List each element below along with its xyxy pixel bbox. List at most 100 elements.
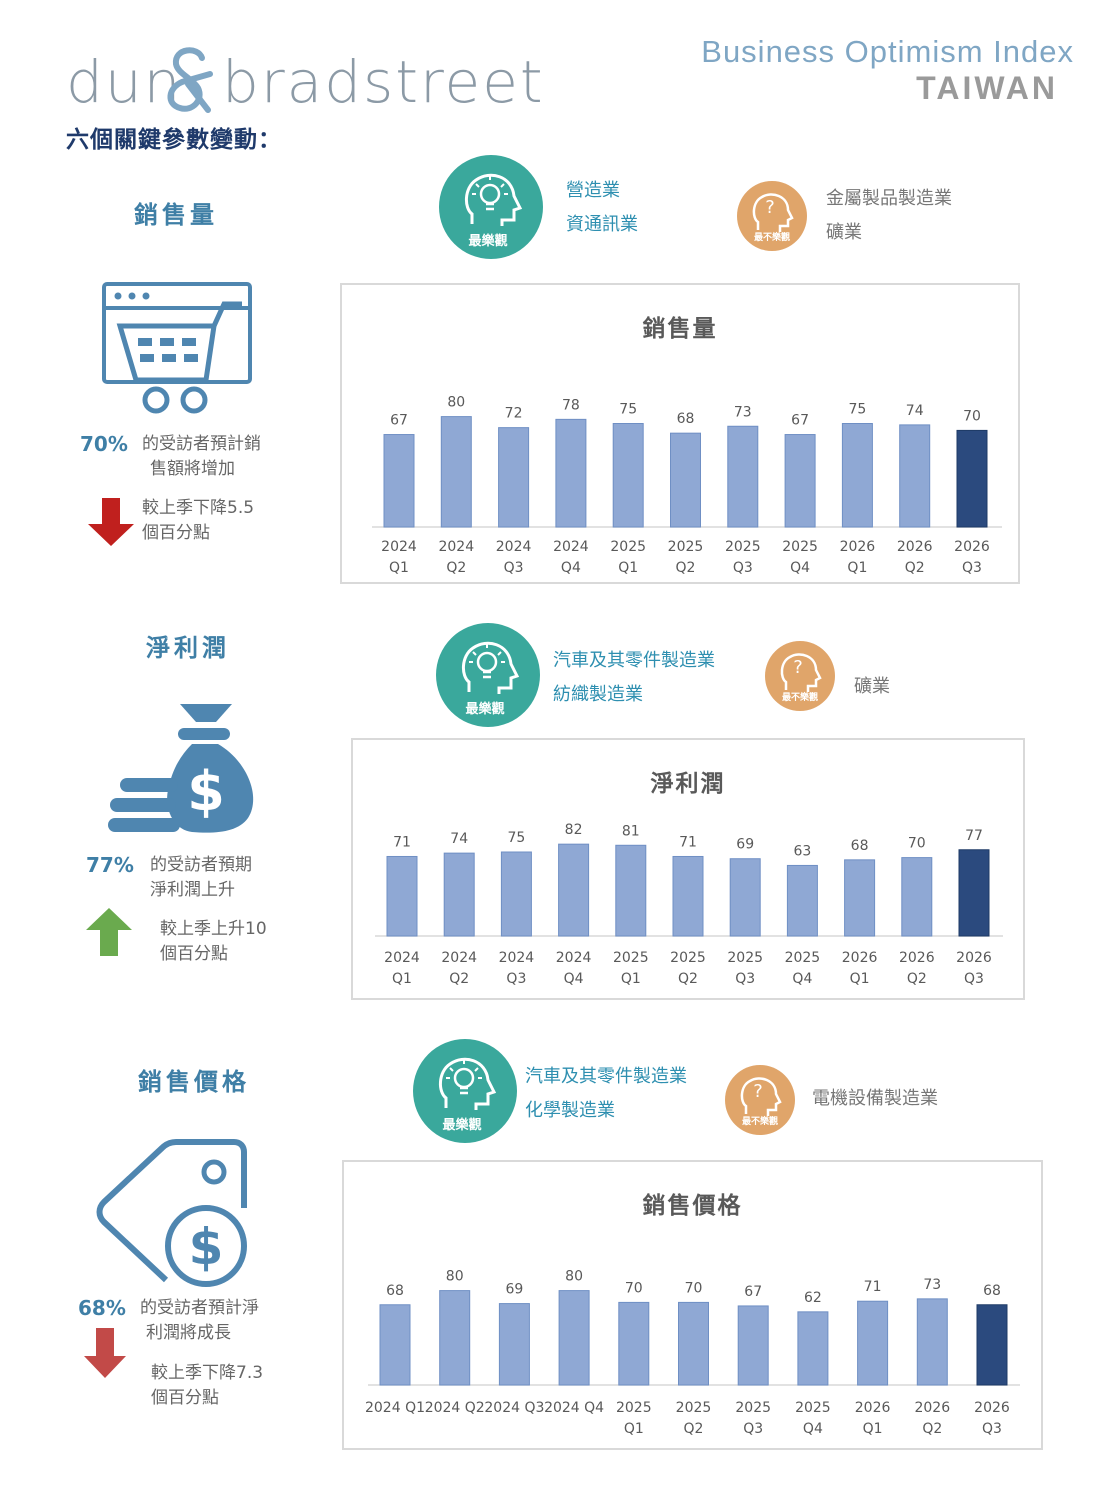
- stat-percent: 70%: [80, 432, 128, 456]
- pessimistic-badge: ? 最不樂觀: [736, 180, 808, 252]
- tick-label: 2024: [381, 539, 417, 555]
- stat-percent: 68%: [78, 1296, 126, 1320]
- stat-description-line: 的受訪者預計淨: [140, 1298, 259, 1318]
- tick-label: Q3: [982, 1421, 1002, 1437]
- tick-label: 2024 Q1: [365, 1400, 425, 1416]
- index-region: TAIWAN: [916, 70, 1058, 106]
- bar: [615, 844, 647, 937]
- tick-label: Q3: [962, 560, 982, 576]
- bar: [737, 1305, 769, 1386]
- optimistic-badge: 最樂觀: [412, 1038, 518, 1144]
- bar: [901, 857, 933, 937]
- money-bag-icon: $: [108, 704, 254, 833]
- stat-change-line: 較上季下降7.3: [151, 1363, 264, 1383]
- svg-text:$: $: [189, 1218, 224, 1276]
- tick-label: Q1: [624, 1421, 644, 1437]
- stat-description-line: 的受訪者預期: [150, 855, 252, 875]
- data-label: 78: [562, 397, 580, 413]
- head-question-icon: ?: [725, 1065, 795, 1135]
- tick-label: Q1: [621, 971, 641, 987]
- industry-item: 金屬製品製造業: [826, 188, 952, 209]
- bar: [678, 1301, 709, 1386]
- data-label: 80: [446, 1269, 464, 1285]
- data-label: 80: [565, 1269, 583, 1285]
- tick-label: 2026: [899, 950, 935, 966]
- data-label: 69: [505, 1282, 523, 1298]
- tick-label: 2024: [553, 539, 589, 555]
- stat-change-line: 個百分點: [160, 944, 228, 964]
- tick-label: Q2: [684, 1421, 704, 1437]
- bar: [386, 855, 418, 937]
- pessimistic-industries: 礦業: [854, 670, 890, 704]
- bar: [844, 859, 876, 937]
- pessimistic-label: 最不樂觀: [753, 233, 790, 243]
- tick-label: Q1: [850, 971, 870, 987]
- data-label: 71: [679, 834, 697, 850]
- bar: [618, 1301, 650, 1386]
- optimistic-label: 最樂觀: [442, 1118, 482, 1133]
- tick-label: 2026: [914, 1400, 950, 1416]
- tick-label: Q3: [735, 971, 755, 987]
- bar: [498, 1303, 530, 1386]
- price-tag-icon: $: [96, 1139, 247, 1287]
- industry-item: 紡織製造業: [553, 684, 643, 705]
- stat-description-line: 淨利潤上升: [150, 880, 235, 900]
- industry-item: 電機設備製造業: [812, 1088, 938, 1109]
- bar: [729, 858, 761, 937]
- data-label: 63: [793, 843, 811, 859]
- tick-label: 2026: [842, 950, 878, 966]
- bar: [857, 1300, 889, 1386]
- tick-label: 2024 Q3: [484, 1400, 544, 1416]
- tick-label: Q2: [449, 971, 469, 987]
- tick-label: 2026: [897, 539, 933, 555]
- tick-label: Q4: [561, 560, 581, 576]
- data-label: 74: [450, 831, 468, 847]
- data-label: 68: [983, 1283, 1001, 1299]
- bar: [440, 416, 472, 528]
- tick-label: Q4: [564, 971, 584, 987]
- shopping-cart-browser-icon: [102, 282, 252, 414]
- data-label: 72: [505, 406, 523, 422]
- optimistic-industries: 汽車及其零件製造業 紡織製造業: [553, 644, 715, 712]
- head-question-icon: ?: [765, 641, 835, 711]
- stat-description: 的受訪者預計銷 售額將增加: [142, 432, 261, 482]
- bar: [379, 1304, 411, 1386]
- tick-label: Q2: [676, 560, 696, 576]
- bar: [956, 429, 988, 528]
- chart-net-profit-plot: 71 2024 Q1 74 2024 Q2 75 2024 Q3 82 2024 Q4 81 2025 Q1…: [375, 822, 1003, 987]
- stat-change: 較上季下降7.3 個百分點: [151, 1361, 263, 1411]
- tick-label: 2025: [616, 1400, 652, 1416]
- tick-label: 2026: [855, 1400, 891, 1416]
- tick-label: 2025: [610, 539, 646, 555]
- bar: [670, 432, 701, 528]
- industry-item: 汽車及其零件製造業: [553, 650, 715, 671]
- data-label: 81: [622, 823, 640, 839]
- tick-label: Q3: [743, 1421, 763, 1437]
- tick-label: 2024: [438, 539, 474, 555]
- data-label: 75: [507, 830, 525, 846]
- data-label: 68: [386, 1283, 404, 1299]
- tick-label: Q2: [907, 971, 927, 987]
- bar: [558, 1290, 590, 1386]
- stat-description-line: 的受訪者預計銷: [142, 434, 261, 454]
- industry-item: 礦業: [854, 676, 890, 697]
- head-lightbulb-icon: [436, 623, 540, 727]
- optimistic-label: 最樂觀: [468, 234, 508, 249]
- stat-change-line: 個百分點: [142, 523, 210, 543]
- tick-label: 2026: [956, 950, 992, 966]
- arrow-down-icon: [88, 498, 134, 546]
- tick-label: Q4: [792, 971, 812, 987]
- tick-label: 2024: [384, 950, 420, 966]
- stat-change-line: 個百分點: [151, 1388, 219, 1408]
- head-lightbulb-icon: [413, 1039, 517, 1143]
- section-title-sales-volume: 銷售量: [134, 201, 218, 229]
- industry-item: 營造業: [566, 180, 620, 201]
- data-label: 69: [736, 837, 754, 853]
- section-title-net-profit: 淨利潤: [146, 634, 230, 662]
- stat-description: 的受訪者預期 淨利潤上升: [150, 853, 252, 903]
- bar: [558, 843, 590, 937]
- chart-sales-price: 銷售價格 68 2024 Q1 80 2024 Q2 69 2024 Q3 80 2024 Q…: [342, 1160, 1043, 1450]
- bar: [899, 424, 931, 528]
- tick-label: 2026: [974, 1400, 1010, 1416]
- stat-description: 的受訪者預計淨 利潤將成長: [140, 1296, 259, 1346]
